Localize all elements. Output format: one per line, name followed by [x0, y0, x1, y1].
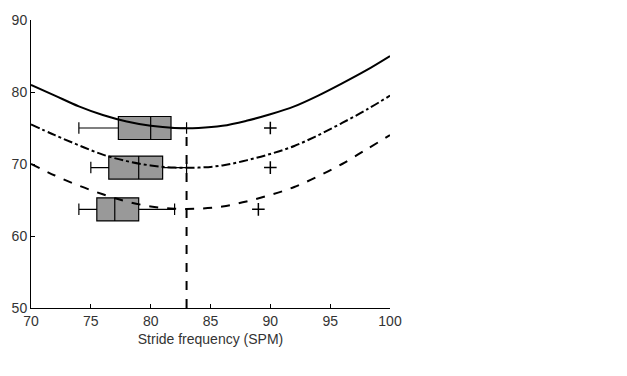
svg-text:75: 75 — [83, 313, 99, 329]
svg-text:90: 90 — [12, 12, 28, 28]
svg-text:Stride frequency (SPM): Stride frequency (SPM) — [138, 331, 284, 347]
svg-text:60: 60 — [12, 228, 28, 244]
svg-text:85: 85 — [203, 313, 219, 329]
svg-text:95: 95 — [322, 313, 338, 329]
svg-text:70: 70 — [12, 156, 28, 172]
svg-text:100: 100 — [378, 313, 402, 329]
svg-text:80: 80 — [12, 84, 28, 100]
svg-text:70: 70 — [23, 313, 39, 329]
svg-text:50: 50 — [12, 300, 28, 316]
svg-text:80: 80 — [143, 313, 159, 329]
svg-text:90: 90 — [263, 313, 279, 329]
